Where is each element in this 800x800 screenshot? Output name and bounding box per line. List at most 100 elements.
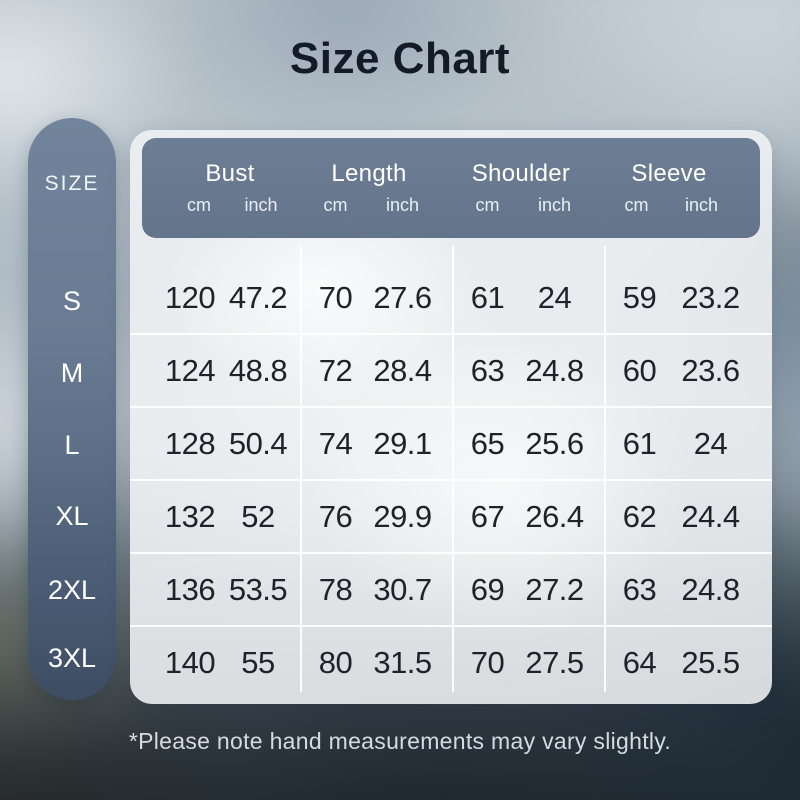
length-cm-value: 72	[318, 352, 353, 388]
cell-sleeve: 60 23.6	[604, 335, 772, 406]
size-label-2xl: 2XL	[47, 575, 97, 605]
sleeve-inch-value: 23.2	[681, 279, 740, 315]
header-label-shoulder: Shoulder	[471, 160, 571, 187]
sleeve-inch-value: 24	[693, 425, 728, 461]
shoulder-inch-value: 27.5	[525, 644, 584, 680]
sleeve-cm-value: 64	[622, 644, 657, 680]
size-column-header: SIZE	[44, 172, 100, 195]
shoulder-inch-value: 27.2	[525, 571, 584, 607]
cell-sleeve: 61 24	[604, 408, 772, 479]
size-label-m: M	[60, 358, 84, 388]
cell-length: 74 29.1	[300, 408, 452, 479]
cell-length: 76 29.9	[300, 481, 452, 552]
header-units-sleeve: cm inch	[604, 195, 734, 216]
unit-inch-label: inch	[537, 195, 572, 215]
shoulder-inch-value: 25.6	[525, 425, 584, 461]
bust-inch-value: 55	[241, 644, 275, 680]
length-inch-value: 30.7	[373, 571, 432, 607]
header-group-length: Length cm inch	[300, 138, 452, 238]
cell-length: 80 31.5	[300, 627, 452, 698]
table-body: 120 47.2 70 27.6 61 24 59 23.2 124 48.8 72 28.4 63 24…	[130, 262, 772, 698]
unit-cm-label: cm	[475, 195, 500, 215]
bust-cm-value: 128	[164, 425, 216, 461]
header-label-sleeve: Sleeve	[631, 160, 707, 187]
size-table: Bust cm inch Length cm inch Shoulder cm …	[130, 130, 772, 704]
header-label-bust: Bust	[205, 160, 255, 187]
header-units-length: cm inch	[302, 195, 436, 216]
header-units-bust: cm inch	[168, 195, 292, 216]
size-label-l: L	[64, 430, 80, 460]
cell-length: 70 27.6	[300, 262, 452, 333]
cell-shoulder: 63 24.8	[452, 335, 604, 406]
page-title: Size Chart	[289, 34, 511, 83]
length-cm-value: 80	[318, 644, 353, 680]
shoulder-cm-value: 67	[470, 498, 505, 534]
header-label-length: Length	[331, 160, 407, 187]
header-group-shoulder: Shoulder cm inch	[452, 138, 604, 238]
header-units-shoulder: cm inch	[454, 195, 588, 216]
cell-sleeve: 64 25.5	[604, 627, 772, 698]
length-cm-value: 76	[318, 498, 353, 534]
shoulder-cm-value: 70	[470, 644, 505, 680]
sleeve-cm-value: 62	[622, 498, 657, 534]
bust-inch-value: 53.5	[228, 571, 288, 607]
table-row-s: 120 47.2 70 27.6 61 24 59 23.2	[130, 262, 772, 335]
length-cm-value: 74	[318, 425, 353, 461]
bust-cm-value: 132	[164, 498, 216, 534]
shoulder-inch-value: 24	[537, 279, 572, 315]
shoulder-cm-value: 69	[470, 571, 505, 607]
shoulder-cm-value: 65	[470, 425, 505, 461]
cell-sleeve: 62 24.4	[604, 481, 772, 552]
cell-length: 78 30.7	[300, 554, 452, 625]
sleeve-inch-value: 24.4	[681, 498, 740, 534]
sleeve-cm-value: 61	[622, 425, 657, 461]
cell-shoulder: 61 24	[452, 262, 604, 333]
unit-inch-label: inch	[385, 195, 420, 215]
cell-sleeve: 63 24.8	[604, 554, 772, 625]
size-label-s: S	[62, 286, 81, 316]
length-inch-value: 27.6	[373, 279, 432, 315]
bust-inch-value: 48.8	[228, 352, 288, 388]
sleeve-inch-value: 24.8	[681, 571, 740, 607]
table-header: Bust cm inch Length cm inch Shoulder cm …	[142, 138, 760, 238]
sleeve-cm-value: 60	[622, 352, 657, 388]
table-row-m: 124 48.8 72 28.4 63 24.8 60 23.6	[130, 335, 772, 408]
header-group-bust: Bust cm inch	[142, 138, 300, 238]
length-inch-value: 31.5	[373, 644, 432, 680]
bust-inch-value: 50.4	[228, 425, 288, 461]
table-row-l: 128 50.4 74 29.1 65 25.6 61 24	[130, 408, 772, 481]
sleeve-inch-value: 25.5	[681, 644, 740, 680]
unit-cm-label: cm	[187, 195, 211, 215]
cell-shoulder: 69 27.2	[452, 554, 604, 625]
size-column: SIZE S M L XL 2XL 3XL	[28, 118, 116, 700]
cell-bust: 136 53.5	[130, 554, 300, 625]
length-cm-value: 78	[318, 571, 353, 607]
unit-cm-label: cm	[624, 195, 649, 215]
cell-shoulder: 65 25.6	[452, 408, 604, 479]
column-divider	[452, 246, 454, 692]
footnote: *Please note hand measurements may vary …	[128, 728, 672, 754]
sleeve-cm-value: 63	[622, 571, 657, 607]
sleeve-inch-value: 23.6	[681, 352, 740, 388]
unit-inch-label: inch	[684, 195, 719, 215]
column-divider	[604, 246, 606, 692]
table-row-2xl: 136 53.5 78 30.7 69 27.2 63 24.8	[130, 554, 772, 627]
bust-inch-value: 47.2	[228, 279, 288, 315]
size-label-xl: XL	[55, 501, 89, 531]
cell-bust: 120 47.2	[130, 262, 300, 333]
cell-bust: 140 55	[130, 627, 300, 698]
shoulder-cm-value: 63	[470, 352, 505, 388]
cell-length: 72 28.4	[300, 335, 452, 406]
header-group-sleeve: Sleeve cm inch	[604, 138, 760, 238]
bust-inch-value: 52	[241, 498, 275, 534]
cell-bust: 132 52	[130, 481, 300, 552]
cell-bust: 128 50.4	[130, 408, 300, 479]
shoulder-inch-value: 24.8	[525, 352, 584, 388]
bust-cm-value: 124	[164, 352, 216, 388]
unit-inch-label: inch	[244, 195, 278, 215]
length-inch-value: 29.9	[373, 498, 432, 534]
cell-shoulder: 70 27.5	[452, 627, 604, 698]
length-cm-value: 70	[318, 279, 353, 315]
shoulder-inch-value: 26.4	[525, 498, 584, 534]
